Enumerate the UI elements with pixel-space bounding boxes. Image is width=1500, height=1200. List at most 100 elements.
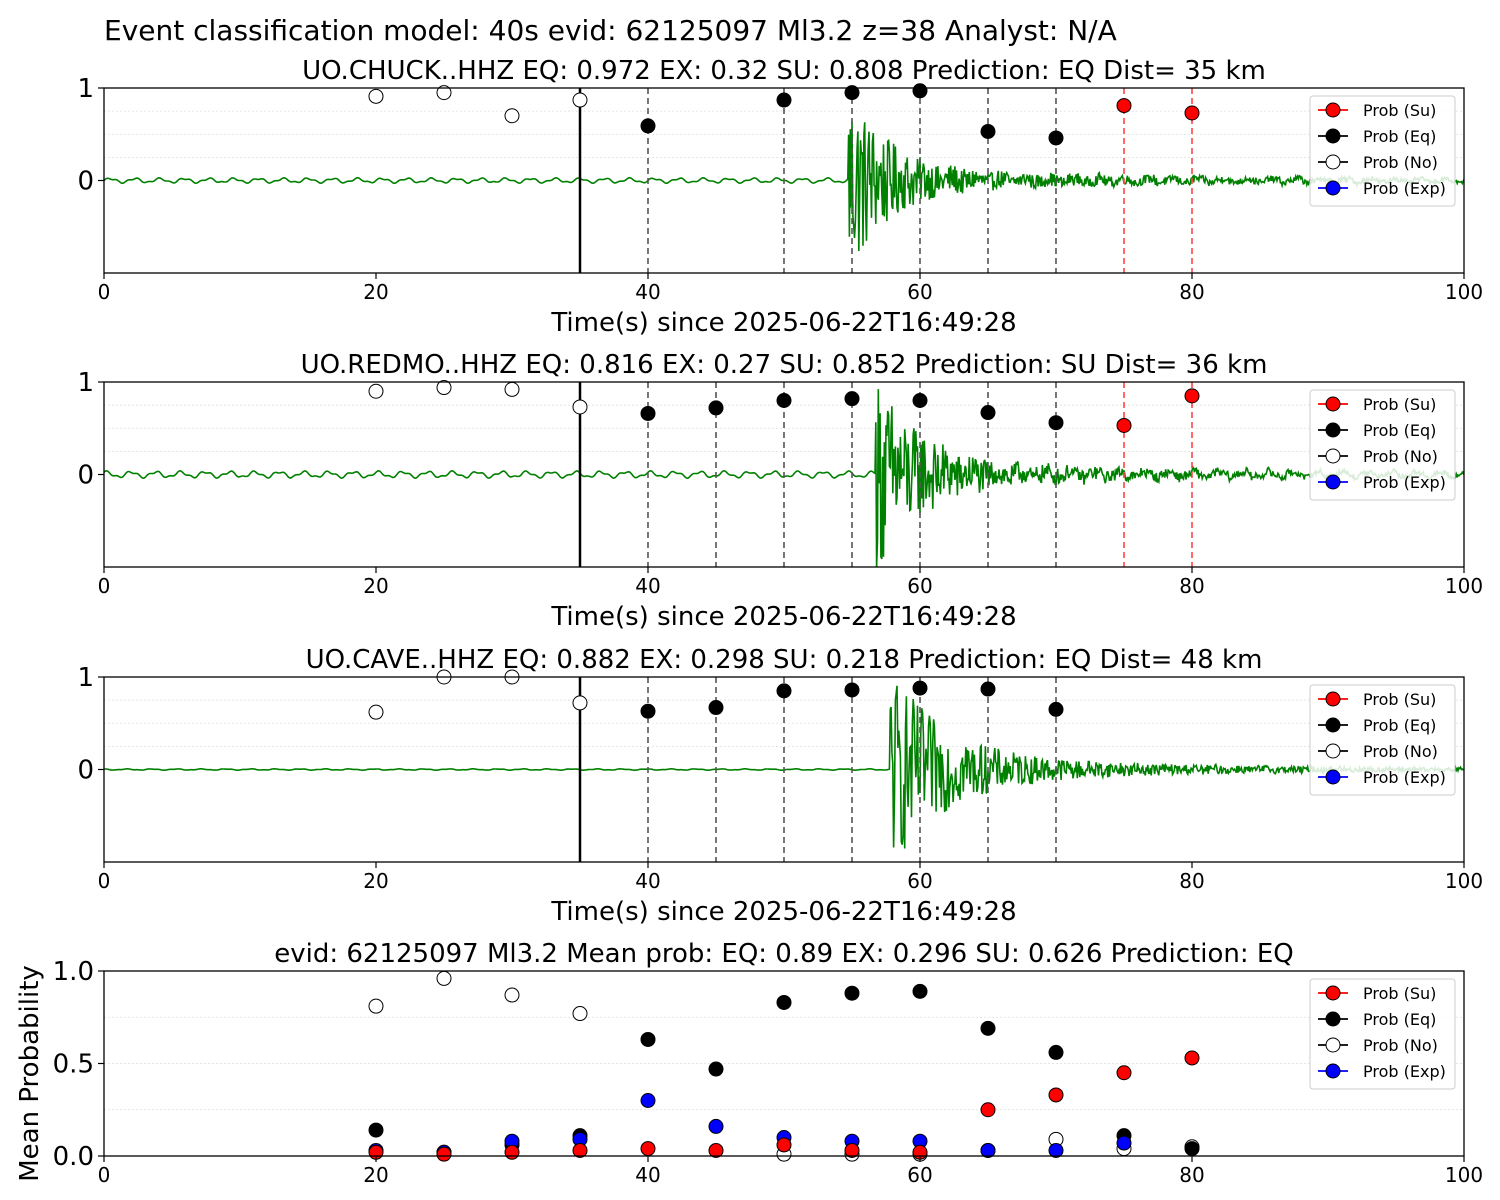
x-tick-label: 40 <box>635 1163 660 1187</box>
legend-marker <box>1325 422 1341 438</box>
marker-prob-eq <box>912 393 928 408</box>
legend-marker <box>1325 769 1341 785</box>
marker-prob-eq <box>844 391 860 407</box>
x-tick-label: 100 <box>1445 1163 1483 1187</box>
marker-prob-no <box>572 399 588 415</box>
y-tick-label: 1.0 <box>53 957 94 987</box>
y-tick-label: 0.0 <box>53 1142 94 1172</box>
legend-label: Prob (Su) <box>1363 395 1436 414</box>
x-tick-label: 40 <box>635 280 660 304</box>
marker-prob-no <box>368 88 384 104</box>
marker-prob-no <box>368 383 384 399</box>
marker-prob-eq <box>844 85 860 101</box>
marker-prob-eq <box>1048 130 1064 146</box>
legend-marker <box>1325 1037 1341 1053</box>
legend-label: Prob (Eq) <box>1363 716 1436 735</box>
x-tick-label: 0 <box>98 280 111 304</box>
legend-label: Prob (Su) <box>1363 101 1436 120</box>
legend-label: Prob (Su) <box>1363 984 1436 1003</box>
legend-label: Prob (Exp) <box>1363 768 1446 787</box>
figure-suptitle: Event classification model: 40s evid: 62… <box>104 14 1117 47</box>
x-axis-label: Time(s) since 2025-06-22T16:49:28 <box>550 308 1016 338</box>
marker-prob-su <box>844 1142 860 1158</box>
marker-prob-su <box>436 1146 452 1162</box>
marker-prob-no <box>436 970 452 986</box>
x-tick-label: 40 <box>635 869 660 893</box>
y-tick-label: 0 <box>77 756 94 786</box>
marker-prob-eq <box>1048 1044 1064 1060</box>
panel-title: UO.CAVE..HHZ EQ: 0.882 EX: 0.298 SU: 0.2… <box>306 645 1263 675</box>
legend-label: Prob (No) <box>1363 153 1438 172</box>
marker-prob-exp <box>980 1142 996 1158</box>
legend-marker <box>1325 1011 1341 1027</box>
x-tick-label: 40 <box>635 574 660 598</box>
marker-prob-exp <box>1116 1135 1132 1151</box>
legend-marker <box>1325 396 1341 412</box>
legend-label: Prob (No) <box>1363 742 1438 761</box>
marker-prob-su <box>640 1141 656 1157</box>
marker-prob-no <box>436 380 452 396</box>
marker-prob-eq <box>776 683 792 699</box>
x-tick-label: 60 <box>907 280 932 304</box>
marker-prob-no <box>436 85 452 101</box>
marker-prob-su <box>1116 417 1132 433</box>
marker-prob-eq <box>844 682 860 698</box>
marker-prob-no <box>504 108 520 124</box>
x-tick-label: 0 <box>98 869 111 893</box>
marker-prob-eq <box>708 1061 724 1077</box>
marker-prob-su <box>776 1137 792 1153</box>
y-tick-label: 1 <box>77 74 94 104</box>
x-tick-label: 60 <box>907 869 932 893</box>
marker-prob-su <box>1116 98 1132 114</box>
panel-4: evid: 62125097 Ml3.2 Mean prob: EQ: 0.89… <box>15 939 1483 1187</box>
legend-box <box>1309 95 1456 207</box>
x-axis-label: Time(s) since 2025-06-22T16:49:28 <box>550 602 1016 632</box>
marker-prob-eq <box>844 985 860 1001</box>
panel-3: UO.CAVE..HHZ EQ: 0.882 EX: 0.298 SU: 0.2… <box>77 645 1483 927</box>
marker-prob-eq <box>980 681 996 697</box>
legend-label: Prob (Eq) <box>1363 421 1436 440</box>
marker-prob-su <box>1184 1050 1200 1066</box>
marker-prob-eq <box>776 994 792 1010</box>
x-tick-label: 80 <box>1179 869 1204 893</box>
legend-marker <box>1325 743 1341 759</box>
x-tick-label: 20 <box>363 574 388 598</box>
legend-label: Prob (Eq) <box>1363 127 1436 146</box>
x-tick-label: 20 <box>363 280 388 304</box>
panel-title: evid: 62125097 Ml3.2 Mean prob: EQ: 0.89… <box>274 939 1294 969</box>
marker-prob-exp <box>1048 1142 1064 1158</box>
x-tick-label: 20 <box>363 1163 388 1187</box>
legend-marker <box>1325 691 1341 707</box>
legend-marker <box>1325 717 1341 733</box>
legend-label: Prob (Exp) <box>1363 179 1446 198</box>
x-axis-label: Time(s) since 2025-06-22T16:49:28 <box>550 897 1016 927</box>
x-tick-label: 80 <box>1179 280 1204 304</box>
legend: Prob (Su) Prob (Eq) Prob (No) Prob (Exp) <box>1309 978 1456 1090</box>
marker-prob-eq <box>1048 415 1064 431</box>
marker-prob-eq <box>368 1122 384 1138</box>
marker-prob-eq <box>640 118 656 134</box>
marker-prob-eq <box>776 393 792 408</box>
legend-marker <box>1325 180 1341 196</box>
legend-box <box>1309 684 1456 796</box>
marker-prob-no <box>572 1006 588 1022</box>
panel-title: UO.CHUCK..HHZ EQ: 0.972 EX: 0.32 SU: 0.8… <box>302 56 1266 86</box>
legend-marker <box>1325 102 1341 118</box>
x-tick-label: 100 <box>1445 869 1483 893</box>
marker-prob-su <box>1116 1065 1132 1081</box>
marker-prob-eq <box>912 983 928 999</box>
legend: Prob (Su) Prob (Eq) Prob (No) Prob (Exp) <box>1309 389 1456 501</box>
x-tick-label: 80 <box>1179 1163 1204 1187</box>
marker-prob-exp <box>640 1093 656 1108</box>
y-tick-label: 0 <box>77 167 94 197</box>
panel-title: UO.REDMO..HHZ EQ: 0.816 EX: 0.27 SU: 0.8… <box>301 350 1268 380</box>
marker-prob-no <box>368 704 384 720</box>
y-tick-label: 1 <box>77 368 94 398</box>
legend: Prob (Su) Prob (Eq) Prob (No) Prob (Exp) <box>1309 95 1456 207</box>
marker-prob-eq <box>776 92 792 108</box>
marker-prob-su <box>504 1144 520 1160</box>
marker-prob-eq <box>640 703 656 719</box>
marker-prob-su <box>572 1142 588 1158</box>
x-tick-label: 100 <box>1445 280 1483 304</box>
